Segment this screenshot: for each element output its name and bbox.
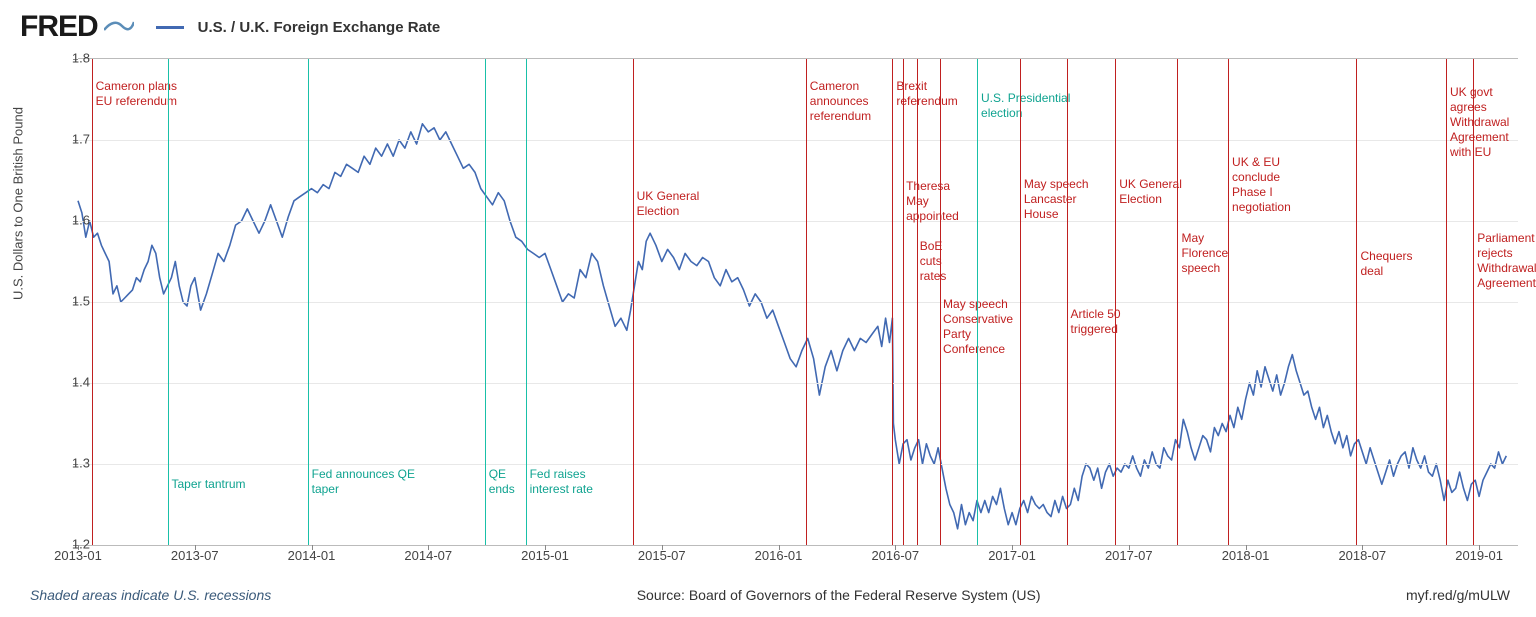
event-label: Article 50 triggered — [1071, 307, 1131, 337]
event-label: Taper tantrum — [172, 477, 246, 492]
y-tick-label: 1.7 — [60, 132, 90, 147]
event-line — [92, 59, 93, 545]
event-line — [806, 59, 807, 545]
x-tick-label: 2015-01 — [521, 548, 569, 563]
x-tick-label: 2016-07 — [871, 548, 919, 563]
fred-logo-swoosh — [104, 11, 134, 43]
event-line — [1473, 59, 1474, 545]
footer-recession-note: Shaded areas indicate U.S. recessions — [30, 587, 271, 603]
event-label: Cameron plans EU referendum — [96, 79, 186, 109]
y-tick-label: 1.3 — [60, 456, 90, 471]
gridline — [78, 302, 1518, 303]
event-line — [1115, 59, 1116, 545]
x-tick-label: 2016-01 — [755, 548, 803, 563]
event-label: Chequers deal — [1360, 249, 1428, 279]
y-axis-label: U.S. Dollars to One British Pound — [11, 107, 26, 300]
y-tick-label: 1.8 — [60, 51, 90, 66]
event-label: Fed raises interest rate — [530, 467, 600, 497]
event-line — [903, 59, 904, 545]
event-label: BoE cuts rates — [920, 239, 965, 284]
x-tick-label: 2013-07 — [171, 548, 219, 563]
footer-short-link: myf.red/g/mULW — [1406, 587, 1510, 603]
event-line — [917, 59, 918, 545]
x-tick-label: 2017-07 — [1105, 548, 1153, 563]
legend-line-marker — [156, 26, 184, 29]
gridline — [78, 383, 1518, 384]
x-tick-label: 2018-07 — [1338, 548, 1386, 563]
event-line — [892, 59, 893, 545]
event-line — [1446, 59, 1447, 545]
x-tick-label: 2014-07 — [404, 548, 452, 563]
event-line — [168, 59, 169, 545]
event-label: May speech Lancaster House — [1024, 177, 1094, 222]
event-line — [940, 59, 941, 545]
event-line — [308, 59, 309, 545]
x-tick-label: 2019-01 — [1455, 548, 1503, 563]
event-line — [526, 59, 527, 545]
event-line — [1067, 59, 1068, 545]
x-tick-label: 2014-01 — [288, 548, 336, 563]
y-tick-label: 1.4 — [60, 375, 90, 390]
event-label: UK govt agrees Withdrawal Agreement with… — [1450, 85, 1518, 160]
event-line — [1356, 59, 1357, 545]
event-label: UK General Election — [1119, 177, 1191, 207]
gridline — [78, 221, 1518, 222]
x-tick-label: 2015-07 — [638, 548, 686, 563]
event-line — [1228, 59, 1229, 545]
event-label: May speech Conservative Party Conference — [943, 297, 1025, 357]
event-label: QE ends — [489, 467, 529, 497]
event-label: Parliament rejects Withdrawal Agreement — [1477, 231, 1536, 291]
fred-logo: FRED — [20, 10, 98, 44]
event-line — [1177, 59, 1178, 545]
legend-series-label: U.S. / U.K. Foreign Exchange Rate — [198, 19, 441, 36]
event-label: UK & EU conclude Phase I negotiation — [1232, 155, 1310, 215]
x-tick-label: 2013-01 — [54, 548, 102, 563]
x-tick-label: 2018-01 — [1222, 548, 1270, 563]
gridline — [78, 464, 1518, 465]
event-label: U.S. Presidential election — [981, 91, 1091, 121]
chart-plot-area: Cameron plans EU referendum Taper tantrum… — [78, 58, 1518, 546]
event-label: Brexit referendum — [896, 79, 976, 109]
footer-source: Source: Board of Governors of the Federa… — [637, 587, 1041, 603]
event-label: UK General Election — [637, 189, 712, 219]
y-tick-label: 1.6 — [60, 213, 90, 228]
y-tick-label: 1.5 — [60, 294, 90, 309]
event-line — [485, 59, 486, 545]
x-tick-label: 2017-01 — [988, 548, 1036, 563]
event-line — [633, 59, 634, 545]
event-label: May Florence speech — [1181, 231, 1241, 276]
event-label: Cameron announces referendum — [810, 79, 890, 124]
event-line — [1020, 59, 1021, 545]
event-line — [977, 59, 978, 545]
gridline — [78, 140, 1518, 141]
event-label: Fed announces QE taper — [312, 467, 432, 497]
